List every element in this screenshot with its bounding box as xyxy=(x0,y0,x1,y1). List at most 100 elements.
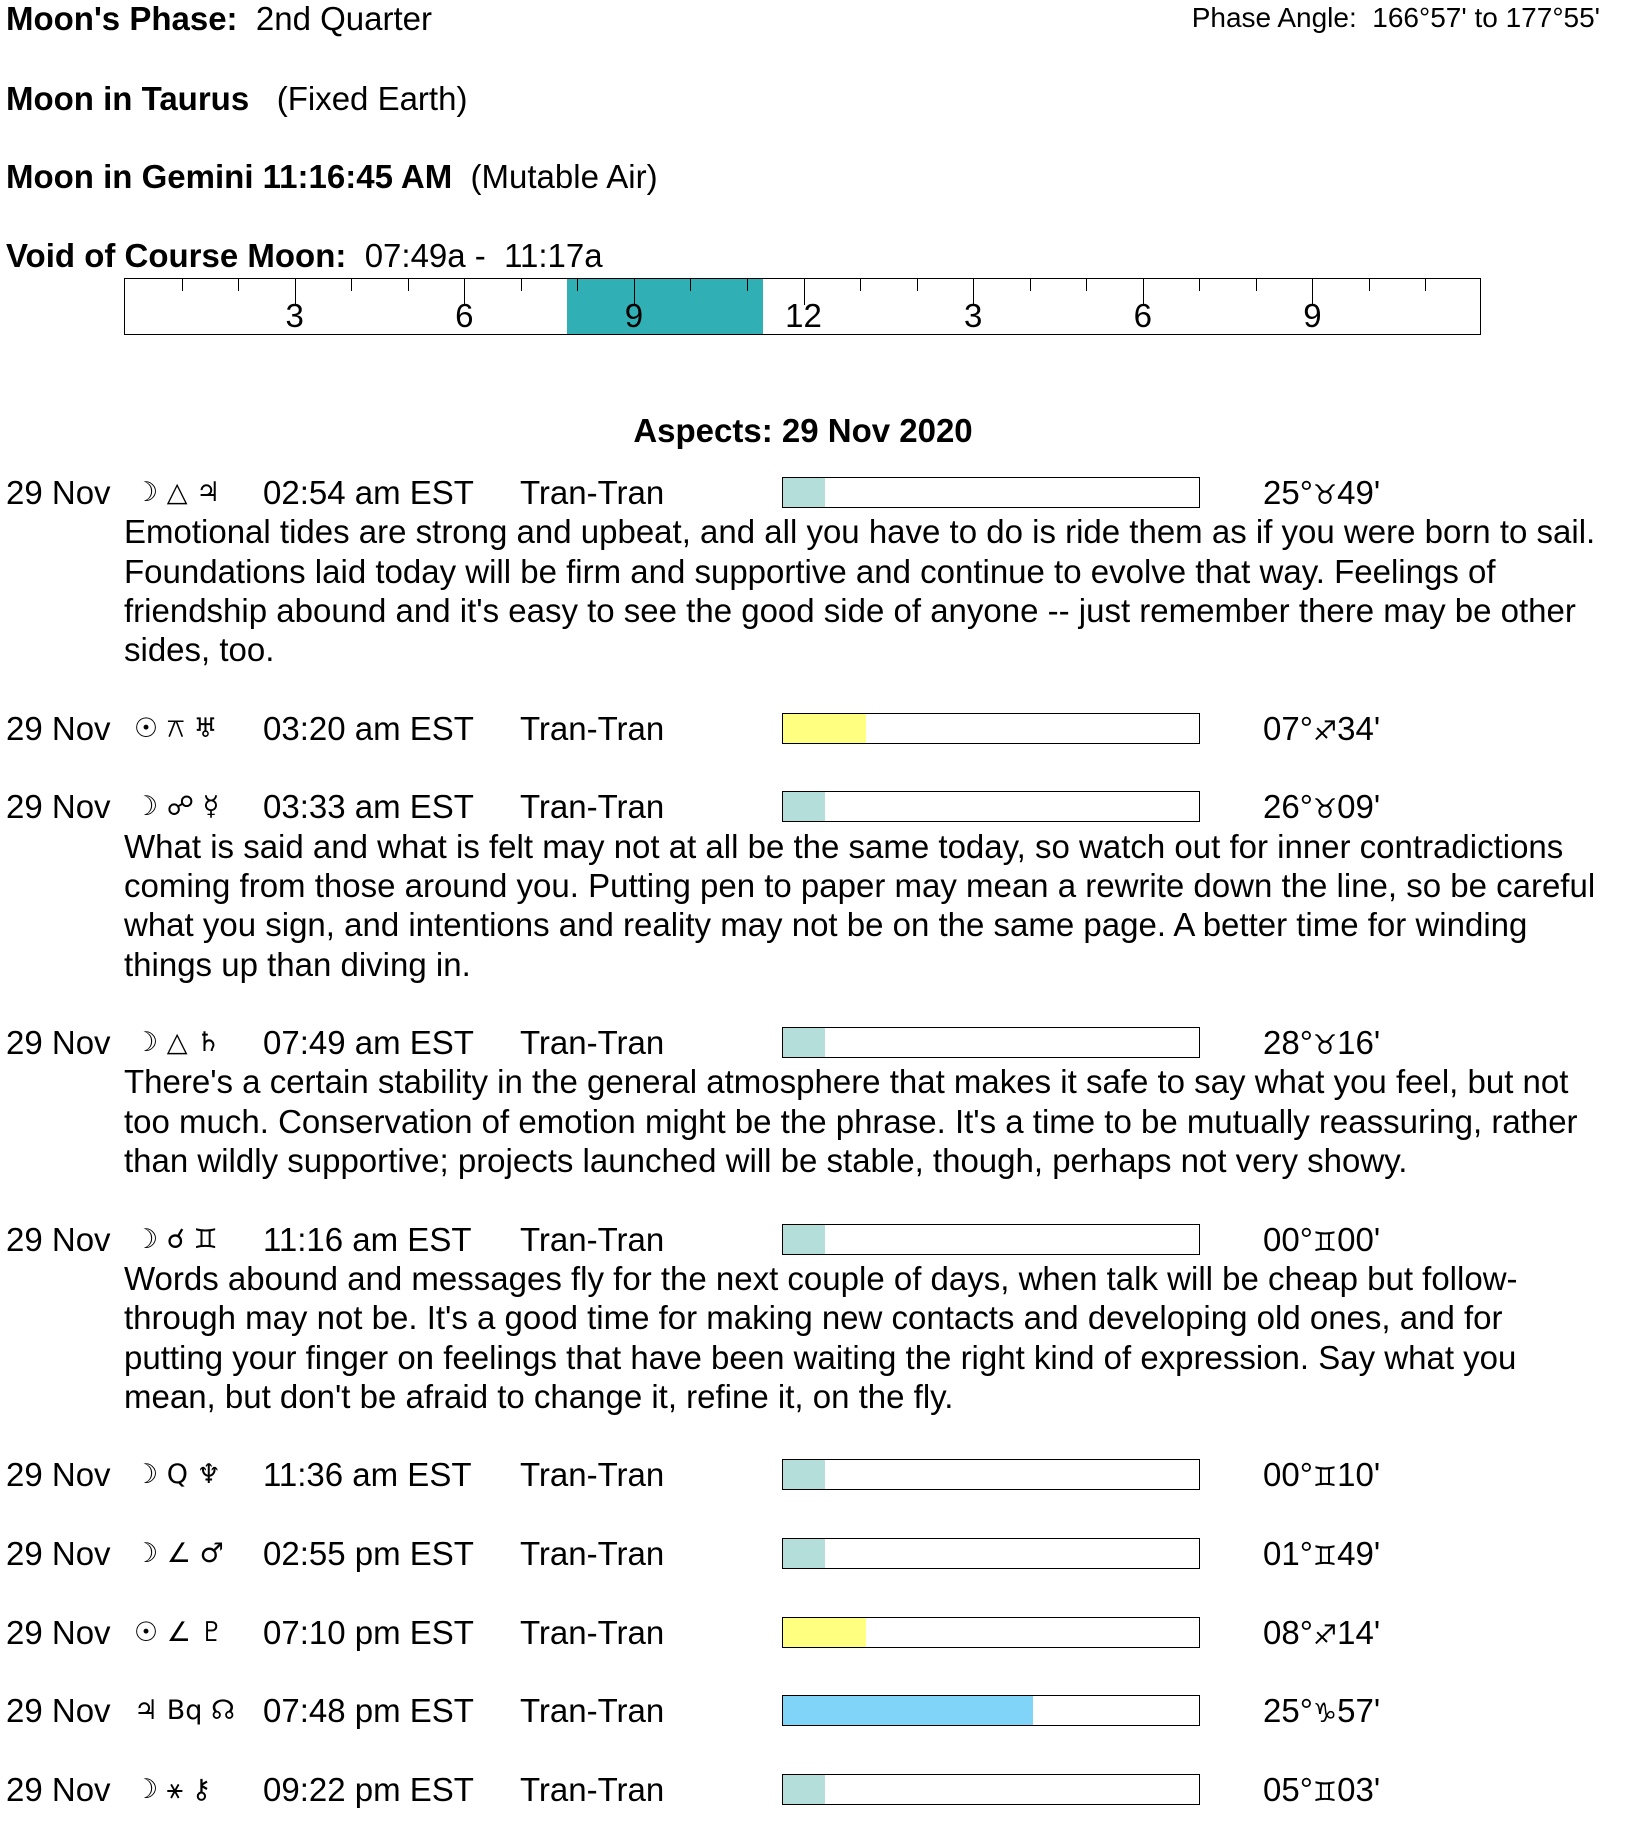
position-minutes: 09' xyxy=(1337,788,1381,826)
aspect-position: 28°♉16' xyxy=(1263,1023,1380,1065)
hour-tick xyxy=(746,279,748,291)
aspect-item: 29 Nov ☽ ∠ ♂ 02:55 pm EST Tran-Tran 01°♊49' xyxy=(0,1534,1636,1613)
position-degree: 00° xyxy=(1263,1456,1313,1494)
hour-tick xyxy=(1425,279,1427,291)
position-minutes: 49' xyxy=(1337,1535,1381,1573)
strength-fill xyxy=(783,1224,825,1254)
aspect-time: 07:10 pm EST xyxy=(263,1613,474,1651)
aspect-symbols-icon: ☽ ☍ ☿ xyxy=(134,791,220,823)
hour-tick xyxy=(1142,279,1144,305)
aspect-position: 01°♊49' xyxy=(1263,1534,1380,1576)
voc-line: Void of Course Moon: 07:49a - 11:17a xyxy=(6,237,603,275)
hour-label: 12 xyxy=(785,297,822,334)
position-degree: 00° xyxy=(1263,1220,1313,1258)
hour-label: 6 xyxy=(455,297,474,334)
zodiac-sign-icon: ♐ xyxy=(1312,1619,1338,1651)
aspect-date: 29 Nov xyxy=(6,709,111,747)
aspect-position: 26°♉09' xyxy=(1263,787,1380,829)
hour-tick xyxy=(1029,279,1031,291)
aspect-position: 08°♐14' xyxy=(1263,1613,1380,1655)
hour-tick xyxy=(690,279,692,291)
hour-tick xyxy=(1199,279,1201,291)
aspect-position: 25°♑57' xyxy=(1263,1691,1380,1733)
position-minutes: 03' xyxy=(1337,1770,1381,1808)
aspect-position: 00°♊00' xyxy=(1263,1220,1380,1262)
strength-bar xyxy=(782,1223,1200,1255)
position-degree: 07° xyxy=(1263,709,1313,747)
hour-tick xyxy=(238,279,240,291)
aspect-row: 29 Nov ☽ ⚹ ⚷ 09:22 pm EST Tran-Tran 05°♊03' xyxy=(0,1770,1636,1809)
aspect-row: 29 Nov ☉ ∠ ♇ 07:10 pm EST Tran-Tran 08°♐14' xyxy=(0,1613,1636,1652)
moon-phase-line: Moon's Phase: 2nd Quarter xyxy=(6,0,432,38)
hour-tick xyxy=(1086,279,1088,291)
aspect-row: 29 Nov ☽ ∠ ♂ 02:55 pm EST Tran-Tran 01°♊49' xyxy=(0,1534,1636,1573)
aspect-symbols-icon: ☽ △ ♃ xyxy=(134,477,221,508)
position-minutes: 16' xyxy=(1337,1024,1381,1062)
aspect-item: 29 Nov ♃ Bq ☊ 07:48 pm EST Tran-Tran 25°♑57' xyxy=(0,1691,1636,1770)
aspect-position: 00°♊10' xyxy=(1263,1455,1380,1497)
zodiac-sign-icon: ♊ xyxy=(1312,1462,1338,1494)
aspect-item: 29 Nov ☽ △ ♄ 07:49 am EST Tran-Tran 28°♉16' T… xyxy=(0,1023,1636,1219)
hour-tick xyxy=(1255,279,1257,291)
aspect-description: What is said and what is felt may not at… xyxy=(124,827,1596,983)
hour-tick xyxy=(803,279,805,305)
voc-value: 07:49a - 11:17a xyxy=(364,237,603,274)
strength-fill xyxy=(783,1539,825,1569)
aspect-row: 29 Nov ☽ △ ♃ 02:54 am EST Tran-Tran 25°♉49' xyxy=(0,473,1636,512)
position-degree: 26° xyxy=(1263,788,1313,826)
aspect-item: 29 Nov ☽ ☌ ♊ 11:16 am EST Tran-Tran 00°♊00' W… xyxy=(0,1220,1636,1456)
aspect-symbols-icon: ☽ Q ♆ xyxy=(134,1459,221,1491)
aspect-type: Tran-Tran xyxy=(520,709,665,747)
aspect-description: Emotional tides are strong and upbeat, a… xyxy=(124,513,1596,669)
hour-tick xyxy=(181,279,183,291)
aspect-type: Tran-Tran xyxy=(520,788,665,826)
position-minutes: 10' xyxy=(1337,1456,1381,1494)
strength-bar xyxy=(782,1616,1200,1648)
aspect-time: 09:22 pm EST xyxy=(263,1770,474,1808)
aspect-row: 29 Nov ☉ ⚻ ♅ 03:20 am EST Tran-Tran 07°♐34' xyxy=(0,709,1636,748)
voc-timeline: 3 6 9 12 3 6 9 xyxy=(124,278,1481,335)
aspect-date: 29 Nov xyxy=(6,1220,111,1258)
aspect-time: 11:16 am EST xyxy=(263,1220,472,1258)
strength-bar xyxy=(782,1773,1200,1805)
moon-sign-label: Moon in Taurus xyxy=(6,80,250,117)
aspect-date: 29 Nov xyxy=(6,474,111,511)
aspect-item: 29 Nov ☽ ⚹ ⚷ 09:22 pm EST Tran-Tran 05°♊03' xyxy=(0,1770,1636,1848)
aspect-date: 29 Nov xyxy=(6,1692,111,1730)
zodiac-sign-icon: ♉ xyxy=(1312,1030,1338,1062)
position-minutes: 14' xyxy=(1337,1613,1381,1651)
aspect-description: There's a certain stability in the gener… xyxy=(124,1063,1578,1180)
aspect-item: 29 Nov ☉ ∠ ♇ 07:10 pm EST Tran-Tran 08°♐14' xyxy=(0,1613,1636,1692)
hour-tick xyxy=(916,279,918,291)
strength-bar xyxy=(782,1538,1200,1570)
hour-label: 9 xyxy=(1303,297,1322,334)
moon-ingress-note: (Mutable Air) xyxy=(470,158,658,195)
aspect-symbols-icon: ☉ ⚻ ♅ xyxy=(134,712,218,744)
moon-sign-note: (Fixed Earth) xyxy=(276,80,468,117)
strength-fill xyxy=(783,1774,825,1804)
hour-tick xyxy=(407,279,409,291)
hour-tick xyxy=(860,279,862,291)
strength-bar xyxy=(782,477,1200,508)
strength-bar xyxy=(782,1027,1200,1059)
aspect-type: Tran-Tran xyxy=(520,474,665,511)
aspects-list: 29 Nov ☽ △ ♃ 02:54 am EST Tran-Tran 25°♉49' E… xyxy=(0,473,1636,1848)
strength-fill xyxy=(783,1460,825,1490)
aspect-item: 29 Nov ☽ Q ♆ 11:36 am EST Tran-Tran 00°♊10' xyxy=(0,1455,1636,1534)
hour-tick xyxy=(464,279,466,305)
aspect-time: 02:54 am EST xyxy=(263,474,474,511)
zodiac-sign-icon: ♑ xyxy=(1312,1698,1338,1730)
aspect-symbols-icon: ☽ ∠ ♂ xyxy=(134,1538,224,1570)
aspect-time: 07:49 am EST xyxy=(263,1024,474,1062)
aspect-row: 29 Nov ☽ ☍ ☿ 03:33 am EST Tran-Tran 26°♉09' xyxy=(0,787,1636,826)
hour-tick xyxy=(520,279,522,291)
hour-label: 9 xyxy=(624,297,644,334)
strength-fill xyxy=(783,713,867,743)
aspect-date: 29 Nov xyxy=(6,1613,111,1651)
aspect-type: Tran-Tran xyxy=(520,1770,665,1808)
strength-bar xyxy=(782,712,1200,744)
moon-ingress-label: Moon in Gemini 11:16:45 AM xyxy=(6,158,453,195)
aspect-row: 29 Nov ☽ △ ♄ 07:49 am EST Tran-Tran 28°♉16' xyxy=(0,1023,1636,1062)
strength-bar xyxy=(782,1695,1200,1727)
aspect-time: 02:55 pm EST xyxy=(263,1535,474,1573)
